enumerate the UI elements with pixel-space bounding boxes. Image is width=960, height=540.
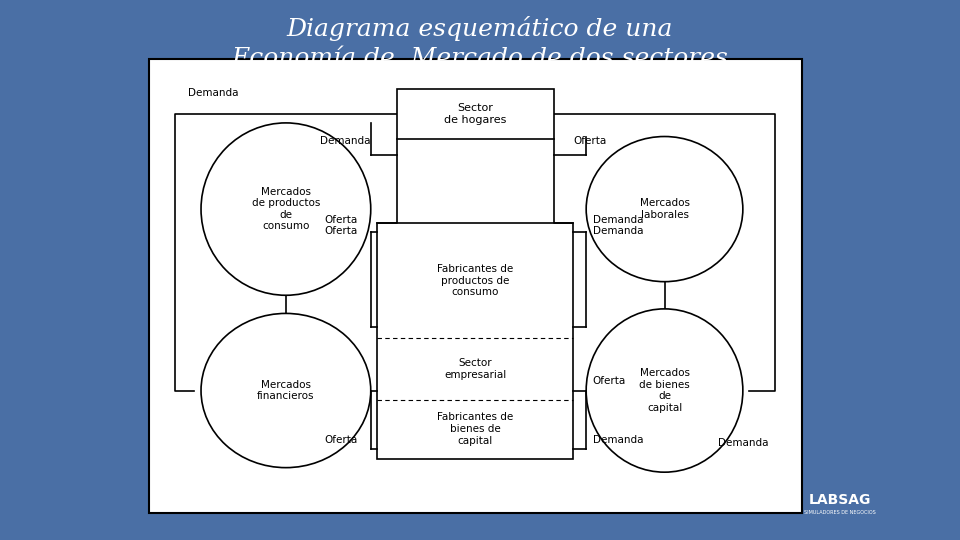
Text: Demanda: Demanda <box>188 89 238 98</box>
Text: Sector
de hogares: Sector de hogares <box>444 103 506 125</box>
Text: Mercados
financieros: Mercados financieros <box>257 380 315 401</box>
FancyBboxPatch shape <box>149 59 802 513</box>
Text: Demanda: Demanda <box>592 226 643 236</box>
Text: Fabricantes de
productos de
consumo: Fabricantes de productos de consumo <box>437 264 514 297</box>
Text: Mercados
de bienes
de
capital: Mercados de bienes de capital <box>639 368 690 413</box>
Text: Diagrama esquemático de una
Economía de  Mercado de dos sectores: Diagrama esquemático de una Economía de … <box>231 16 729 70</box>
Ellipse shape <box>201 313 371 468</box>
Text: Sector
empresarial: Sector empresarial <box>444 358 506 380</box>
Text: SIMULADORES DE NEGOCIOS: SIMULADORES DE NEGOCIOS <box>804 510 876 516</box>
Text: Oferta: Oferta <box>573 136 607 146</box>
Text: Oferta: Oferta <box>324 215 358 225</box>
Text: LABSAG: LABSAG <box>809 492 871 507</box>
Text: Oferta: Oferta <box>592 376 626 387</box>
FancyBboxPatch shape <box>377 222 573 458</box>
Ellipse shape <box>201 123 371 295</box>
Text: Oferta: Oferta <box>324 435 358 445</box>
Text: Demanda: Demanda <box>321 136 371 146</box>
Text: Oferta: Oferta <box>324 226 358 236</box>
Ellipse shape <box>587 137 743 282</box>
Ellipse shape <box>587 309 743 472</box>
FancyBboxPatch shape <box>396 89 554 139</box>
Text: Demanda: Demanda <box>718 438 769 448</box>
Text: Demanda: Demanda <box>592 435 643 445</box>
Text: Fabricantes de
bienes de
capital: Fabricantes de bienes de capital <box>437 413 514 446</box>
Text: Demanda: Demanda <box>592 215 643 225</box>
Text: Mercados
de productos
de
consumo: Mercados de productos de consumo <box>252 187 320 232</box>
Text: Mercados
laborales: Mercados laborales <box>639 198 689 220</box>
